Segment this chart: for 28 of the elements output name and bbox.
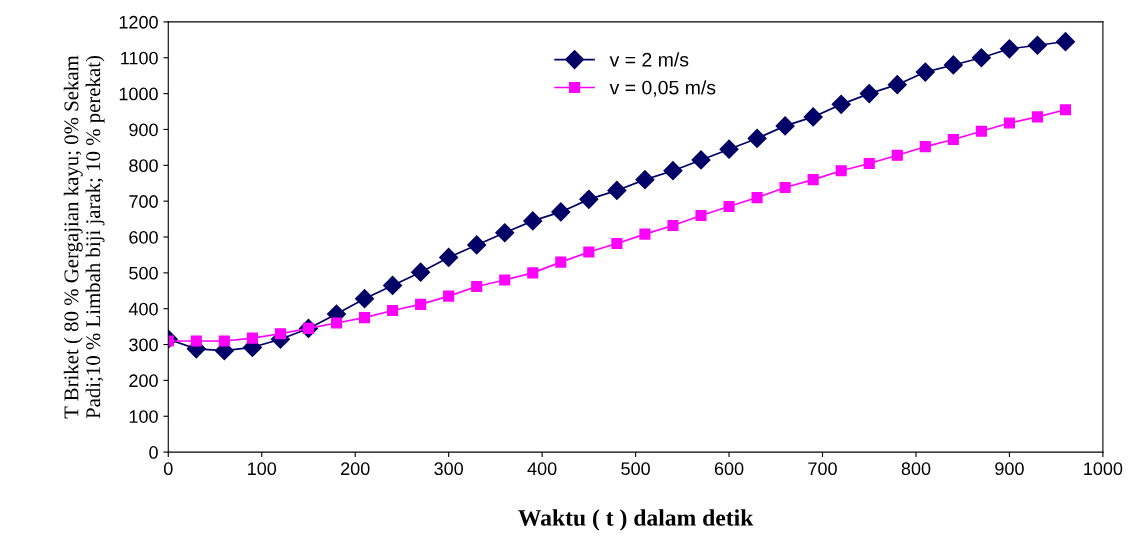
y-tick-label: 100 (129, 410, 158, 423)
y-tick-label: 900 (129, 123, 158, 137)
legend-label: v = 0,05 m/s (609, 80, 716, 97)
x-tick-label: 400 (527, 462, 557, 476)
x-axis-title: Waktu ( t ) dalam detik (518, 509, 754, 531)
y-tick-label: 1200 (119, 15, 158, 29)
y-tick-label: 600 (129, 230, 158, 244)
y-tick-label: 400 (128, 302, 158, 316)
y-tick-label: 800 (129, 159, 158, 173)
x-tick-label: 500 (621, 462, 650, 476)
y-tick-label: 0 (149, 446, 158, 459)
x-tick-label: 700 (808, 462, 837, 476)
y-tick-label: 200 (129, 374, 158, 388)
x-tick-label: 900 (995, 462, 1024, 476)
x-tick-label: 600 (714, 462, 744, 476)
x-tick-label: 300 (434, 462, 464, 476)
x-tick-label: 1000 (1084, 462, 1123, 476)
y-tick-label: 300 (129, 338, 158, 352)
x-tick-label: 800 (901, 462, 931, 476)
y-tick-label: 1100 (121, 51, 158, 65)
y-tick-label: 700 (129, 195, 158, 208)
y-axis-title: T Briket ( 80 % Gergajian kayu; 0% Sekam Padi;10 % Limbah biji jarak; 10 % perekat) (63, 55, 105, 419)
legend-label: v = 2 m/s (609, 52, 689, 67)
x-tick-label: 0 (163, 462, 173, 476)
y-tick-label: 1000 (119, 87, 158, 101)
y-tick-label: 500 (129, 266, 158, 280)
x-tick-label: 200 (341, 462, 370, 476)
x-tick-label: 100 (248, 462, 277, 476)
